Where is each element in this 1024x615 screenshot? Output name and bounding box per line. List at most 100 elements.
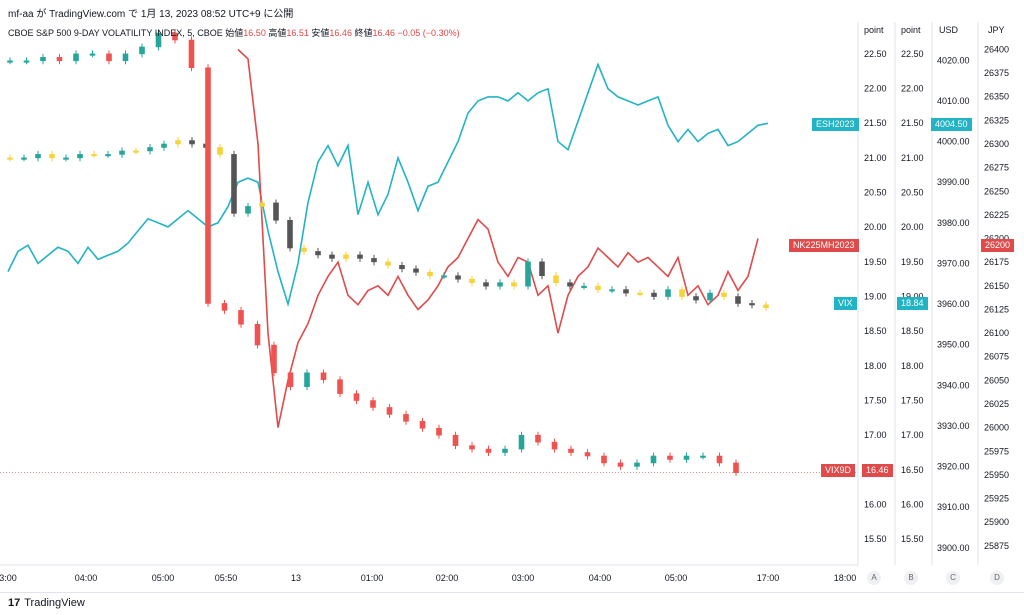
point-b-tick: 17.00 xyxy=(901,430,924,440)
candle-body-vix xyxy=(763,304,769,308)
candle-body-vix9d xyxy=(40,57,46,62)
tag-vix: VIX xyxy=(834,297,857,310)
candle-body-vix xyxy=(77,154,83,159)
pane-b-badge[interactable]: B xyxy=(904,571,918,585)
point-b-tick: 20.50 xyxy=(901,188,924,198)
candle-body-vix xyxy=(623,289,629,294)
tag-esh-value: 4004.50 xyxy=(931,118,972,131)
candle-body-vix xyxy=(385,261,391,266)
time-tick: 03:00 xyxy=(512,573,535,583)
point-a-tick: 22.00 xyxy=(864,84,887,94)
time-tick: 18:00 xyxy=(834,573,857,583)
candle-body-vix9d xyxy=(139,46,145,55)
candle-body-vix9d xyxy=(337,379,343,394)
candle-body-vix xyxy=(231,154,237,214)
legend-open-value: 16.50 xyxy=(243,28,266,38)
candle-body-vix9d xyxy=(617,462,624,467)
point-b-tick: 21.50 xyxy=(901,118,924,128)
candle-body-vix xyxy=(7,157,13,160)
candle-body-vix9d xyxy=(23,60,30,63)
candle-body-vix xyxy=(567,282,573,287)
axis-head-point-b: point xyxy=(901,25,921,35)
candle-body-vix9d xyxy=(7,60,13,63)
candle-body-vix9d xyxy=(271,344,277,374)
point-a-tick: 17.50 xyxy=(864,396,887,406)
jpy-tick: 26150 xyxy=(984,281,1009,291)
candle-body-vix9d xyxy=(436,427,442,436)
point-a-tick: 18.50 xyxy=(864,326,887,336)
candle-body-vix xyxy=(581,285,587,288)
candle-body-vix9d xyxy=(238,310,244,325)
usd-tick: 4010.00 xyxy=(937,96,970,106)
tag-vix9d: VIX9D xyxy=(821,464,856,477)
jpy-tick: 26375 xyxy=(984,68,1009,78)
point-a-tick: 20.00 xyxy=(864,222,887,232)
candle-body-vix9d xyxy=(89,53,96,56)
candle-body-vix xyxy=(735,296,741,304)
candle-body-vix xyxy=(413,268,419,273)
candle-body-vix9d xyxy=(304,372,310,387)
time-tick: 01:00 xyxy=(361,573,384,583)
point-b-tick: 16.50 xyxy=(901,465,924,475)
candle-body-vix9d xyxy=(700,455,706,458)
point-b-tick: 21.00 xyxy=(901,153,924,163)
legend-open-label: 始値 xyxy=(225,28,244,38)
time-tick: 04:00 xyxy=(589,573,612,583)
point-a-tick: 18.00 xyxy=(864,361,887,371)
point-b-tick: 15.50 xyxy=(901,534,924,544)
brand[interactable]: 17 TradingView xyxy=(8,597,85,609)
jpy-tick: 26075 xyxy=(984,352,1009,362)
usd-tick: 3950.00 xyxy=(937,340,970,350)
candle-body-vix xyxy=(511,282,517,287)
candle-body-vix xyxy=(721,292,727,297)
usd-tick: 3920.00 xyxy=(937,462,970,472)
pane-d-badge[interactable]: D xyxy=(990,571,1004,585)
candle-body-vix9d xyxy=(650,455,657,464)
candle-body-vix9d xyxy=(535,434,541,443)
jpy-tick: 26250 xyxy=(984,186,1009,196)
candle-body-vix xyxy=(91,154,97,157)
jpy-tick: 25925 xyxy=(984,494,1009,504)
candle-body-vix9d xyxy=(419,421,426,429)
point-b-tick: 19.00 xyxy=(901,292,924,302)
series-line-nk225mh2023 xyxy=(237,48,759,428)
candle-body-vix9d xyxy=(568,448,574,453)
candle-body-vix9d xyxy=(601,455,607,464)
publish-info: mf-aa が TradingView.com で 1月 13, 2023 08… xyxy=(8,9,294,20)
jpy-tick: 26275 xyxy=(984,163,1009,173)
jpy-tick: 26000 xyxy=(984,423,1009,433)
time-tick: 05:50 xyxy=(215,573,238,583)
point-a-tick: 21.00 xyxy=(864,153,887,163)
pane-c-badge[interactable]: C xyxy=(946,571,960,585)
point-b-tick: 17.50 xyxy=(901,396,924,406)
legend-symbol[interactable]: CBOE S&P 500 9-DAY VOLATILITY INDEX, 5, … xyxy=(8,28,223,38)
legend-low-label: 安値 xyxy=(311,28,330,38)
candle-body-vix xyxy=(665,289,671,297)
legend-change: −0.05 (−0.30%) xyxy=(397,28,460,38)
candle-body-vix xyxy=(63,157,69,160)
candle-body-vix xyxy=(483,282,489,287)
candle-body-vix xyxy=(651,292,657,297)
candle-body-vix9d xyxy=(122,53,129,62)
pane-a-badge[interactable]: A xyxy=(867,571,881,585)
usd-tick: 3900.00 xyxy=(937,543,970,553)
candle-body-vix xyxy=(441,275,447,278)
usd-tick: 3960.00 xyxy=(937,299,970,309)
legend-high-value: 16.51 xyxy=(286,28,309,38)
point-a-tick: 15.50 xyxy=(864,534,887,544)
jpy-tick: 25950 xyxy=(984,470,1009,480)
point-b-tick: 18.50 xyxy=(901,326,924,336)
candle-body-vix xyxy=(119,150,125,155)
candle-body-vix xyxy=(189,140,195,145)
candle-body-vix9d xyxy=(485,448,492,453)
candle-body-vix xyxy=(469,278,475,283)
candle-body-vix9d xyxy=(254,323,261,346)
candle-body-vix xyxy=(217,147,223,155)
point-a-tick: 19.50 xyxy=(864,257,887,267)
point-b-tick: 22.00 xyxy=(901,84,924,94)
candle-body-vix xyxy=(707,292,713,301)
legend-low-value: 16.46 xyxy=(329,28,352,38)
tag-nk-value: 26200 xyxy=(981,239,1015,252)
point-a-tick: 16.00 xyxy=(864,500,887,510)
